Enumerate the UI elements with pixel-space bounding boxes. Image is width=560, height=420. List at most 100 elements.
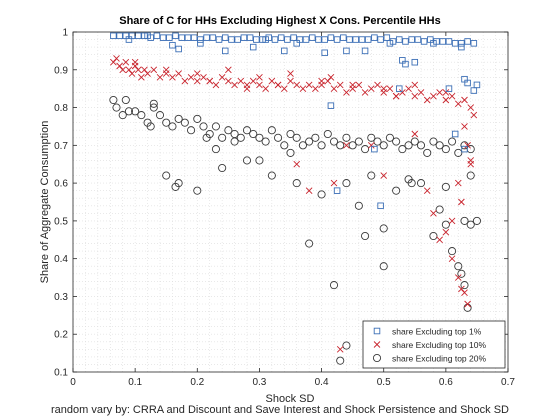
point-top10: [442, 96, 450, 104]
point-top1: [116, 32, 123, 40]
x-stroke: [458, 285, 465, 293]
point-top20: [404, 141, 413, 150]
x-stroke: [442, 89, 450, 96]
point-top20: [416, 141, 426, 150]
x-tick-label: 0.2: [190, 377, 204, 388]
point-top10: [386, 85, 394, 92]
point-top1: [209, 34, 217, 41]
point-top1: [396, 36, 403, 43]
point-top1: [343, 47, 350, 55]
x-stroke: [380, 85, 388, 92]
point-top20: [407, 179, 416, 188]
x-stroke: [436, 89, 443, 96]
point-top1: [172, 32, 179, 40]
legend-entry: share Excluding top 1%: [392, 326, 482, 336]
point-top1: [327, 34, 335, 41]
x-stroke: [141, 66, 148, 74]
point-top10: [141, 66, 148, 74]
tick-labels: 0 0.1 0.2 0.3 0.4 0.5 0.6 0.70.10.20.30.40.50.6…: [54, 28, 515, 389]
point-top1: [333, 36, 341, 43]
point-top20: [218, 133, 227, 142]
point-top20: [112, 103, 121, 112]
point-top1: [371, 145, 378, 153]
point-top10: [150, 66, 158, 74]
x-stroke: [467, 104, 475, 111]
point-top20: [454, 148, 463, 157]
x-stroke: [150, 66, 158, 74]
y-tick-label: 0.5: [54, 216, 68, 227]
point-top20: [348, 141, 357, 150]
point-top1: [473, 81, 481, 89]
point-top20: [336, 356, 345, 365]
x-stroke: [470, 111, 478, 119]
x-stroke: [411, 130, 419, 138]
point-top20: [199, 122, 208, 131]
point-top20: [255, 133, 264, 142]
point-top20: [146, 122, 155, 131]
point-top1: [144, 32, 151, 40]
point-top1: [249, 43, 257, 51]
point-top10: [464, 300, 471, 308]
point-top1: [277, 34, 285, 41]
x-tick-label: 0.6: [439, 377, 453, 388]
point-top10: [293, 160, 301, 168]
point-top1: [470, 40, 478, 47]
point-top20: [460, 216, 469, 225]
point-top20: [230, 137, 239, 146]
x-stroke: [113, 55, 120, 62]
x-stroke: [193, 77, 201, 85]
point-top20: [124, 107, 133, 116]
point-top1: [430, 40, 437, 47]
point-top10: [399, 89, 406, 96]
point-top1: [228, 36, 235, 43]
data-points: [109, 32, 481, 365]
point-top10: [355, 81, 363, 89]
point-top1: [411, 58, 419, 66]
point-top20: [448, 247, 457, 256]
point-top1: [221, 47, 229, 55]
point-top20: [187, 126, 196, 135]
point-top20: [211, 145, 220, 154]
legend: share Excluding top 1% share Excluding to…: [362, 320, 506, 369]
point-top1: [175, 45, 182, 53]
x-stroke: [367, 85, 375, 92]
point-top20: [379, 224, 388, 233]
point-top10: [169, 74, 176, 81]
point-top20: [416, 179, 426, 188]
point-top10: [206, 77, 214, 85]
point-top20: [137, 111, 146, 120]
x-stroke: [305, 81, 313, 89]
x-stroke: [448, 255, 456, 262]
point-top10: [454, 274, 462, 281]
x-stroke: [461, 289, 468, 296]
x-stroke: [249, 77, 257, 85]
x-stroke: [324, 77, 332, 85]
x-stroke: [274, 81, 282, 89]
point-top10: [436, 236, 443, 244]
point-top10: [225, 66, 232, 74]
x-stroke: [243, 85, 251, 92]
point-top20: [410, 137, 419, 146]
point-top1: [451, 40, 459, 47]
point-top20: [162, 171, 171, 180]
point-top20: [354, 201, 363, 210]
y-tick-label: 0.4: [54, 254, 68, 265]
point-top10: [193, 70, 201, 77]
x-stroke: [411, 92, 419, 100]
point-top1: [377, 36, 384, 43]
point-top10: [448, 255, 456, 262]
x-stroke: [312, 85, 319, 92]
point-top1: [197, 40, 204, 47]
point-top20: [171, 182, 180, 191]
point-top10: [392, 92, 400, 100]
point-top20: [180, 118, 189, 127]
x-stroke: [218, 74, 226, 81]
point-top10: [464, 142, 471, 149]
x-stroke: [448, 217, 456, 225]
point-top1: [178, 34, 185, 41]
point-top20: [454, 262, 463, 271]
point-top1: [464, 79, 471, 87]
point-top20: [392, 137, 401, 146]
point-top10: [287, 70, 294, 77]
point-top1: [221, 34, 229, 41]
